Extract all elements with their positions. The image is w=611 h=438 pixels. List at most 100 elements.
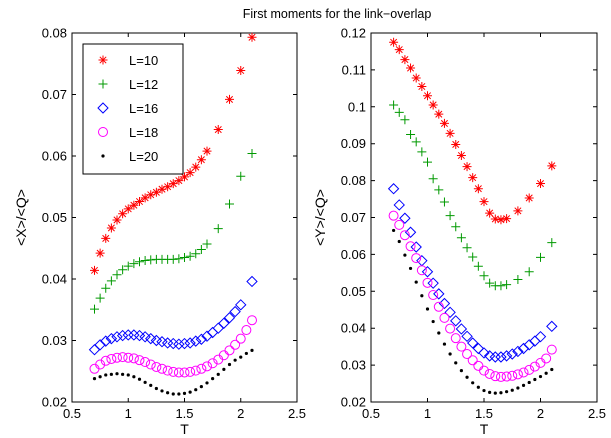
star-marker xyxy=(247,32,257,42)
dot-marker xyxy=(420,294,424,298)
circle-marker xyxy=(145,359,156,370)
star-marker xyxy=(146,190,156,200)
star-marker xyxy=(547,161,557,171)
dot-marker xyxy=(149,383,153,387)
y-tick-label: 0.08 xyxy=(341,173,366,188)
plus-marker xyxy=(496,281,506,291)
star-marker xyxy=(129,200,139,210)
plus-marker xyxy=(428,174,438,184)
legend-entry: L=12 xyxy=(129,77,158,92)
star-marker xyxy=(468,173,478,183)
diamond-marker xyxy=(489,351,502,363)
dot-marker xyxy=(493,391,497,395)
dot-marker xyxy=(521,383,526,387)
circle-marker xyxy=(501,371,512,382)
dot-marker xyxy=(431,319,435,324)
star-marker xyxy=(225,94,234,104)
plus-marker xyxy=(502,280,512,290)
plus-marker xyxy=(400,115,410,125)
diamond-marker xyxy=(218,317,230,329)
plus-marker xyxy=(112,270,122,280)
circle-marker xyxy=(433,301,444,312)
circle-marker xyxy=(179,367,190,378)
dot-marker xyxy=(538,374,543,379)
series-l-16 xyxy=(387,183,558,363)
series-l-12 xyxy=(389,100,557,291)
y-tick-label: 0.12 xyxy=(341,26,366,41)
star-marker xyxy=(202,146,212,156)
dot-marker xyxy=(550,367,554,372)
star-marker xyxy=(112,215,122,225)
diamond-marker xyxy=(178,337,191,350)
x-tick-label: 2.5 xyxy=(288,406,306,421)
y-tick-label: 0.02 xyxy=(341,395,366,410)
dot-marker xyxy=(233,358,237,362)
dot-marker xyxy=(482,388,486,393)
y-tick-label: 0.06 xyxy=(341,247,366,262)
circle-marker xyxy=(541,353,552,364)
dot-marker xyxy=(459,369,463,373)
right-panel: 0.5 1 1.5 2 2.5 0.02 0.03 0.04 0.05 0.06 0.07 0.08 0… xyxy=(312,26,606,438)
plus-marker xyxy=(98,79,108,89)
diamond-marker xyxy=(455,323,468,335)
diamond-marker xyxy=(173,338,185,350)
circle-marker xyxy=(202,361,212,372)
circle-marker xyxy=(247,315,257,326)
plus-marker xyxy=(473,261,483,271)
y-tick-label: 0.07 xyxy=(341,210,366,225)
diamond-marker xyxy=(184,337,196,349)
circle-marker xyxy=(394,219,405,230)
circle-marker xyxy=(405,241,416,252)
figure-title: First moments for the link−overlap xyxy=(243,7,432,21)
star-marker xyxy=(174,176,184,186)
star-marker xyxy=(389,37,399,47)
y-tick-label: 0.09 xyxy=(341,136,366,151)
dot-marker xyxy=(171,392,175,396)
plus-marker xyxy=(202,239,212,249)
y-tick-label: 0.05 xyxy=(341,284,366,299)
plus-marker xyxy=(180,252,189,262)
diamond-marker xyxy=(410,241,422,253)
diamond-marker xyxy=(111,331,123,343)
circle-marker xyxy=(467,355,478,366)
circle-marker xyxy=(235,333,246,344)
diamond-marker xyxy=(139,331,151,343)
circle-marker xyxy=(445,323,456,334)
diamond-marker xyxy=(100,335,112,347)
y-tick-label: 0.07 xyxy=(42,87,67,102)
x-tick-label: 2 xyxy=(237,406,244,421)
series-l-20 xyxy=(392,228,554,395)
plus-marker xyxy=(247,149,257,159)
dot-marker xyxy=(137,377,142,381)
left-panel: 0.5 1 1.5 2 2.5 0.02 0.03 0.04 0.05 0.06 0.07 0.08 T… xyxy=(13,26,306,438)
plus-marker xyxy=(185,251,195,261)
series-l-18 xyxy=(388,210,557,382)
dot-marker xyxy=(465,375,469,379)
circle-marker xyxy=(529,361,540,372)
diamond-marker xyxy=(393,199,405,211)
series-l-20 xyxy=(92,348,254,396)
dot-marker xyxy=(177,392,181,396)
plus-marker xyxy=(174,254,184,264)
dot-marker xyxy=(101,154,105,158)
legend-entry: L=20 xyxy=(129,149,158,164)
plus-marker xyxy=(129,259,139,269)
dot-marker xyxy=(188,390,192,394)
star-marker xyxy=(196,155,206,165)
star-marker xyxy=(394,45,404,55)
y-tick-label: 0.1 xyxy=(348,99,366,114)
legend: L=10 L=12 L=16 L=18 L=20 xyxy=(82,43,184,175)
dot-marker xyxy=(533,377,537,382)
dot-marker xyxy=(182,391,187,395)
circle-marker xyxy=(128,353,139,364)
star-marker xyxy=(180,172,189,182)
circle-marker xyxy=(117,352,128,363)
dot-marker xyxy=(392,228,396,233)
x-tick-label: 1.5 xyxy=(475,406,493,421)
dot-marker xyxy=(154,386,158,391)
plus-marker xyxy=(191,249,201,259)
star-marker xyxy=(462,162,472,172)
dot-marker xyxy=(194,388,198,392)
dot-marker xyxy=(425,307,430,311)
circle-marker xyxy=(157,363,167,374)
